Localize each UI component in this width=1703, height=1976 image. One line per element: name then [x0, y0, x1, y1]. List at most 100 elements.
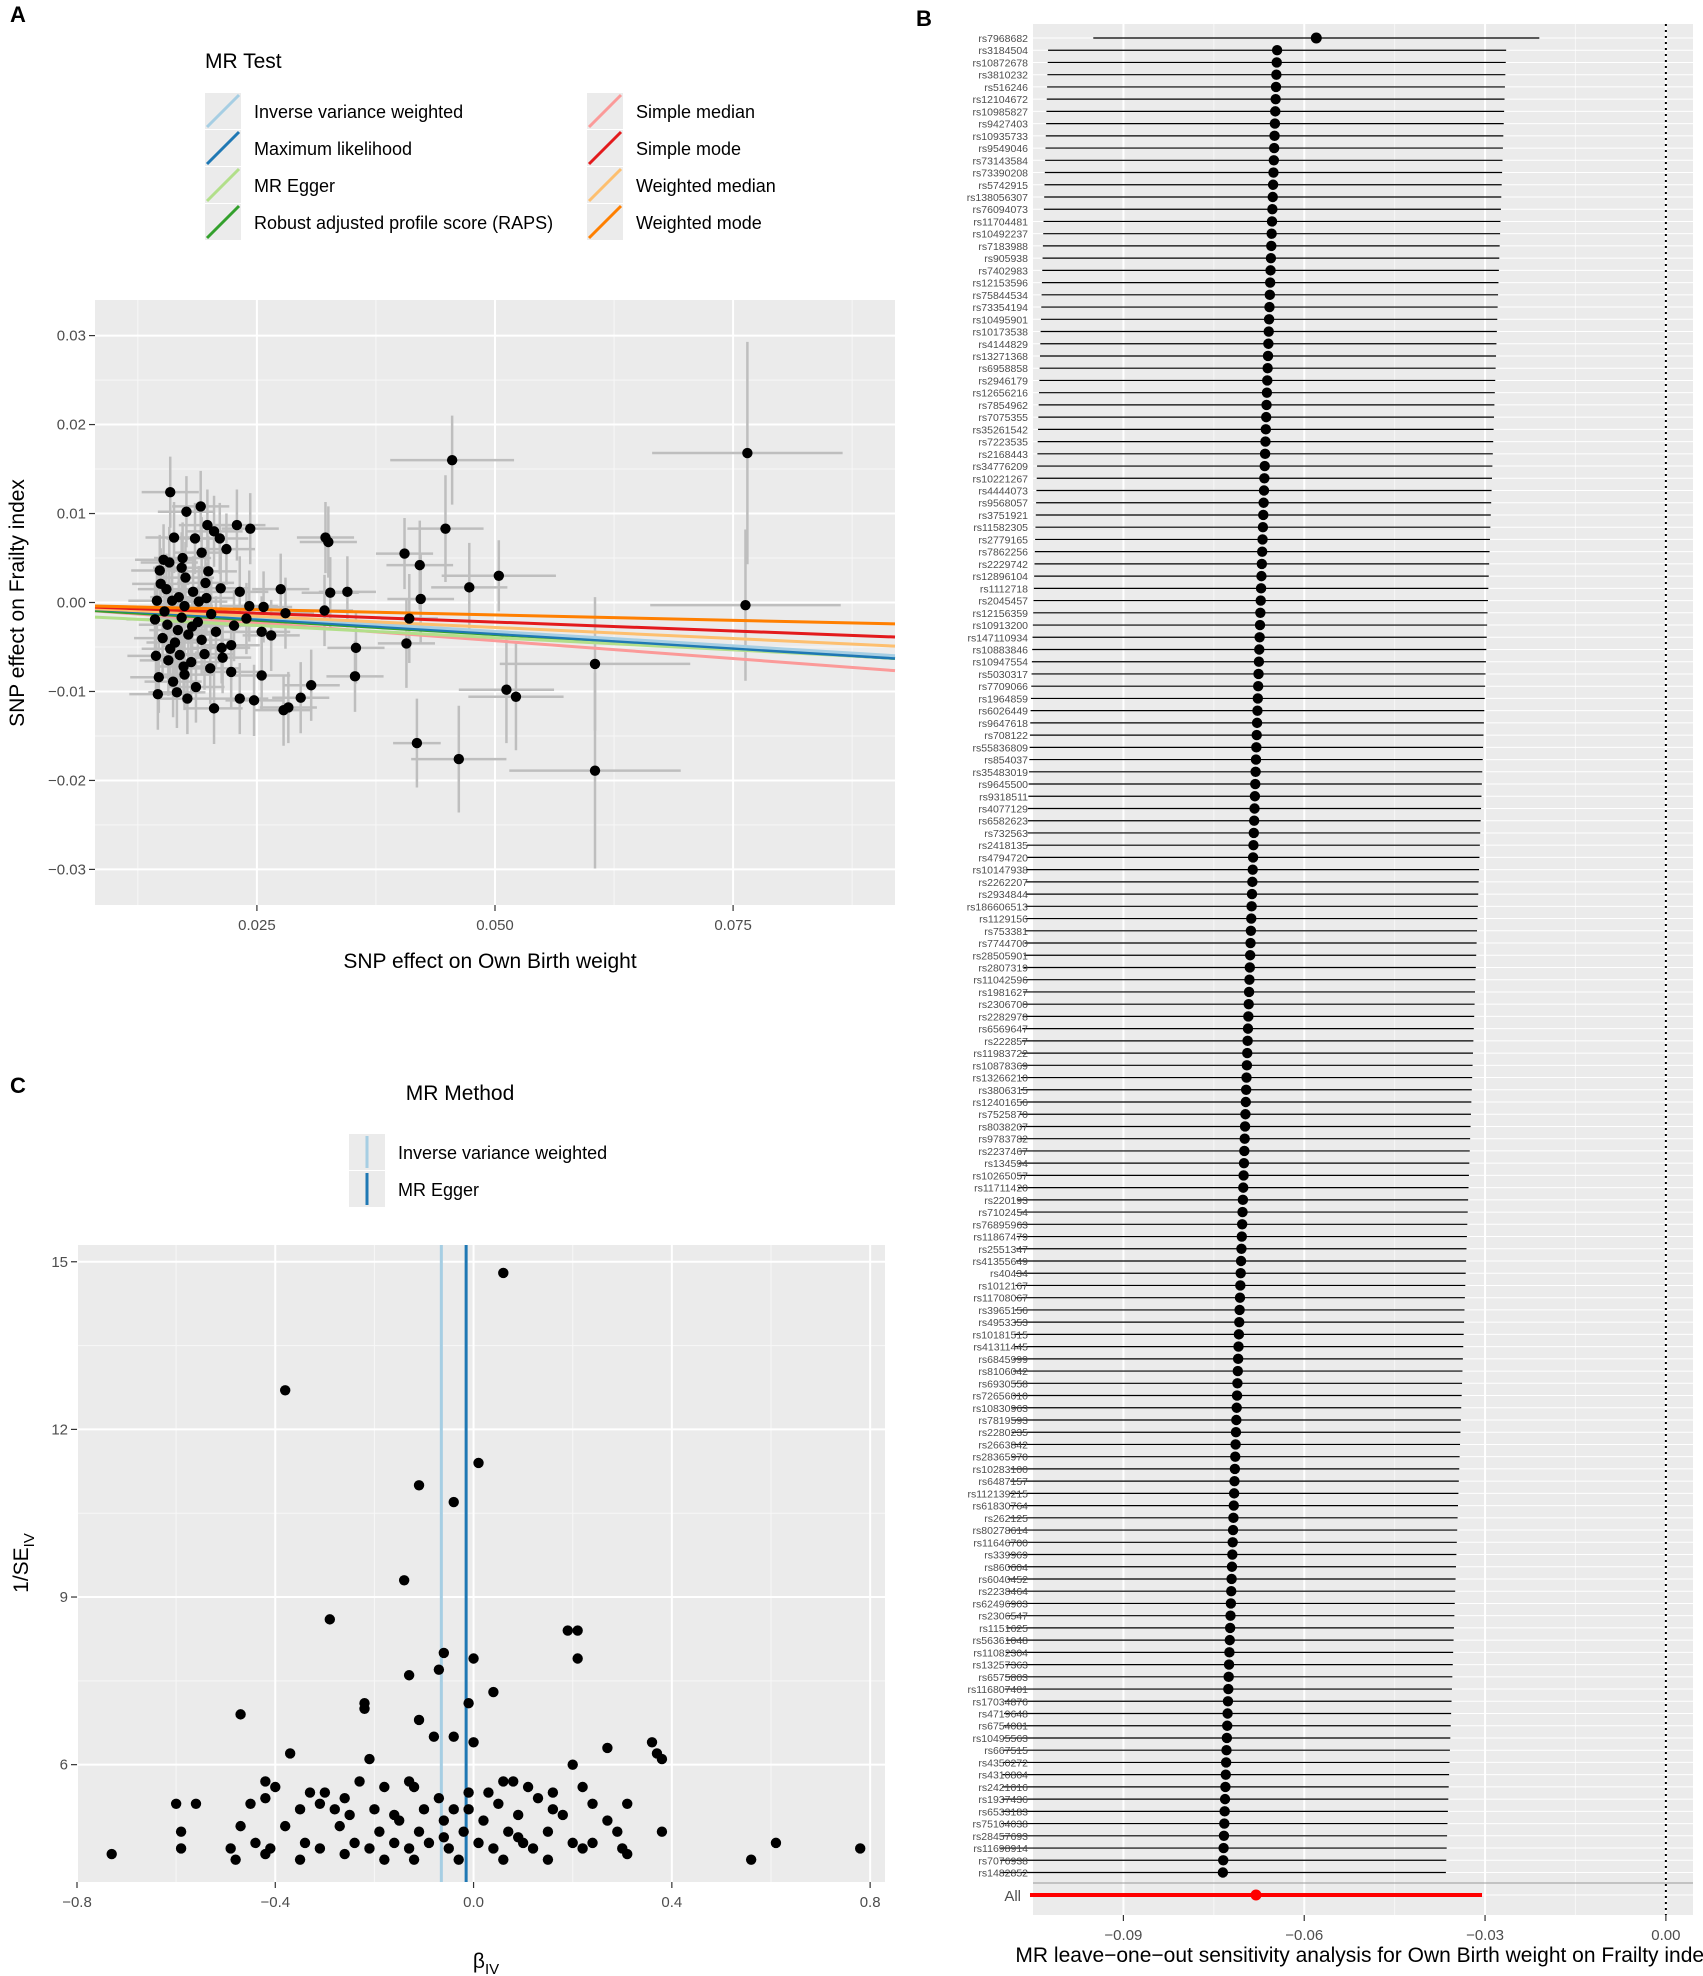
- data-point: [438, 1832, 450, 1843]
- snp-label: rs13266210: [973, 1073, 1029, 1085]
- snp-label: rs10872678: [973, 57, 1029, 69]
- regression-line: [94, 607, 896, 648]
- data-point: [159, 606, 170, 617]
- scatter-y-axis-title: SNP effect on Frailty index: [6, 479, 29, 727]
- estimate-point: [1260, 411, 1272, 423]
- estimate-point: [1255, 583, 1267, 594]
- snp-label: rs72656010: [973, 1391, 1029, 1403]
- data-point: [200, 577, 211, 589]
- snp-label: rs12156359: [973, 608, 1029, 620]
- data-point: [522, 1781, 534, 1793]
- data-point: [187, 586, 199, 598]
- data-point: [155, 578, 166, 590]
- snp-label: rs11704481: [973, 216, 1028, 228]
- data-point: [175, 1826, 187, 1837]
- estimate-point: [1220, 1781, 1231, 1793]
- data-point: [319, 605, 330, 616]
- data-point: [855, 1843, 866, 1854]
- data-point: [177, 552, 188, 564]
- data-point: [162, 619, 173, 630]
- data-point: [493, 1798, 504, 1809]
- estimate-point: [1230, 1451, 1241, 1462]
- estimate-point: [1222, 1708, 1233, 1719]
- funnel-x-axis-sub: IV: [485, 1961, 499, 1976]
- regression-line: [94, 605, 896, 639]
- legend-item-label: MR Egger: [254, 176, 335, 196]
- snp-label: rs10985827: [973, 106, 1029, 118]
- estimate-point: [1234, 1316, 1245, 1328]
- data-point: [183, 629, 194, 640]
- leave-one-out-plot: rs7968682rs3184504rs10872678rs3810232rs5…: [967, 24, 1703, 1967]
- snp-label: rs4077129: [978, 803, 1028, 815]
- data-point: [527, 1843, 539, 1854]
- legend-key-line: [205, 130, 241, 166]
- data-point: [415, 593, 426, 605]
- data-point: [190, 681, 202, 693]
- data-point: [165, 486, 176, 498]
- data-point: [577, 1781, 588, 1793]
- snp-label: rs10181515: [973, 1329, 1029, 1341]
- data-point: [325, 587, 336, 598]
- snp-label: rs10147938: [973, 865, 1029, 877]
- data-point: [324, 1614, 336, 1625]
- estimate-point: [1237, 1206, 1248, 1218]
- estimate-point: [1224, 1647, 1235, 1658]
- snp-label: rs75104038: [973, 1819, 1029, 1831]
- estimate-point: [1248, 815, 1260, 826]
- estimate-point: [1262, 350, 1274, 362]
- snp-label: rs10878369: [973, 1060, 1029, 1072]
- estimate-point: [1220, 1757, 1232, 1768]
- data-point: [279, 1385, 291, 1396]
- estimate-point: [1240, 1084, 1252, 1095]
- snp-label: rs905938: [984, 253, 1028, 265]
- snp-label: rs1012167: [978, 1280, 1028, 1292]
- data-point: [171, 687, 183, 698]
- x-tick-label: −0.09: [1104, 1927, 1142, 1944]
- snp-label: rs13271368: [973, 351, 1029, 363]
- snp-label: rs40434: [990, 1268, 1028, 1280]
- snp-label: rs854037: [984, 755, 1028, 767]
- estimate-point: [1228, 1488, 1240, 1499]
- estimate-point: [1266, 240, 1277, 252]
- estimate-point: [1246, 888, 1258, 900]
- data-point: [193, 596, 205, 607]
- scatter-x-axis-title: SNP effect on Own Birth weight: [343, 950, 637, 973]
- data-point: [567, 1837, 578, 1849]
- panel-letter-a: A: [10, 2, 26, 27]
- data-point: [299, 1837, 311, 1849]
- snp-label: rs76895963: [973, 1219, 1029, 1231]
- data-point: [150, 650, 162, 662]
- data-point: [231, 519, 243, 531]
- estimate-point: [1219, 1806, 1230, 1817]
- estimate-point: [1221, 1732, 1233, 1744]
- data-point: [225, 640, 237, 651]
- funnel-x-axis-beta: β: [473, 1950, 485, 1973]
- snp-label: rs6569647: [978, 1024, 1028, 1036]
- y-tick-label: −0.02: [48, 772, 86, 789]
- estimate-point: [1266, 216, 1278, 227]
- estimate-point: [1229, 1463, 1241, 1475]
- estimate-point: [1251, 717, 1263, 729]
- data-point: [542, 1854, 554, 1865]
- overall-estimate-point: [1250, 1889, 1262, 1901]
- estimate-point: [1271, 69, 1282, 80]
- x-tick-label: −0.06: [1285, 1927, 1323, 1944]
- estimate-point: [1252, 705, 1263, 716]
- data-point: [740, 599, 751, 611]
- legend-item-label: Inverse variance weighted: [254, 102, 463, 122]
- snp-label: rs1112718: [980, 583, 1028, 595]
- data-point: [245, 1798, 256, 1809]
- data-point: [339, 1848, 350, 1860]
- snp-label: rs516246: [984, 82, 1028, 94]
- data-point: [189, 533, 201, 544]
- scatter-plot: 0.03 0.02 0.01 0.00 −0.01 −0.02 −0.03 0.025 0.0…: [6, 300, 896, 973]
- snp-label: rs7862256: [978, 547, 1028, 559]
- snp-label: rs11042596: [973, 975, 1028, 987]
- data-point: [468, 1653, 479, 1664]
- data-point: [587, 1798, 598, 1809]
- data-point: [208, 703, 220, 714]
- estimate-point: [1250, 754, 1262, 765]
- data-point: [364, 1843, 375, 1854]
- snp-label: rs56361048: [973, 1635, 1029, 1647]
- data-point: [742, 447, 753, 459]
